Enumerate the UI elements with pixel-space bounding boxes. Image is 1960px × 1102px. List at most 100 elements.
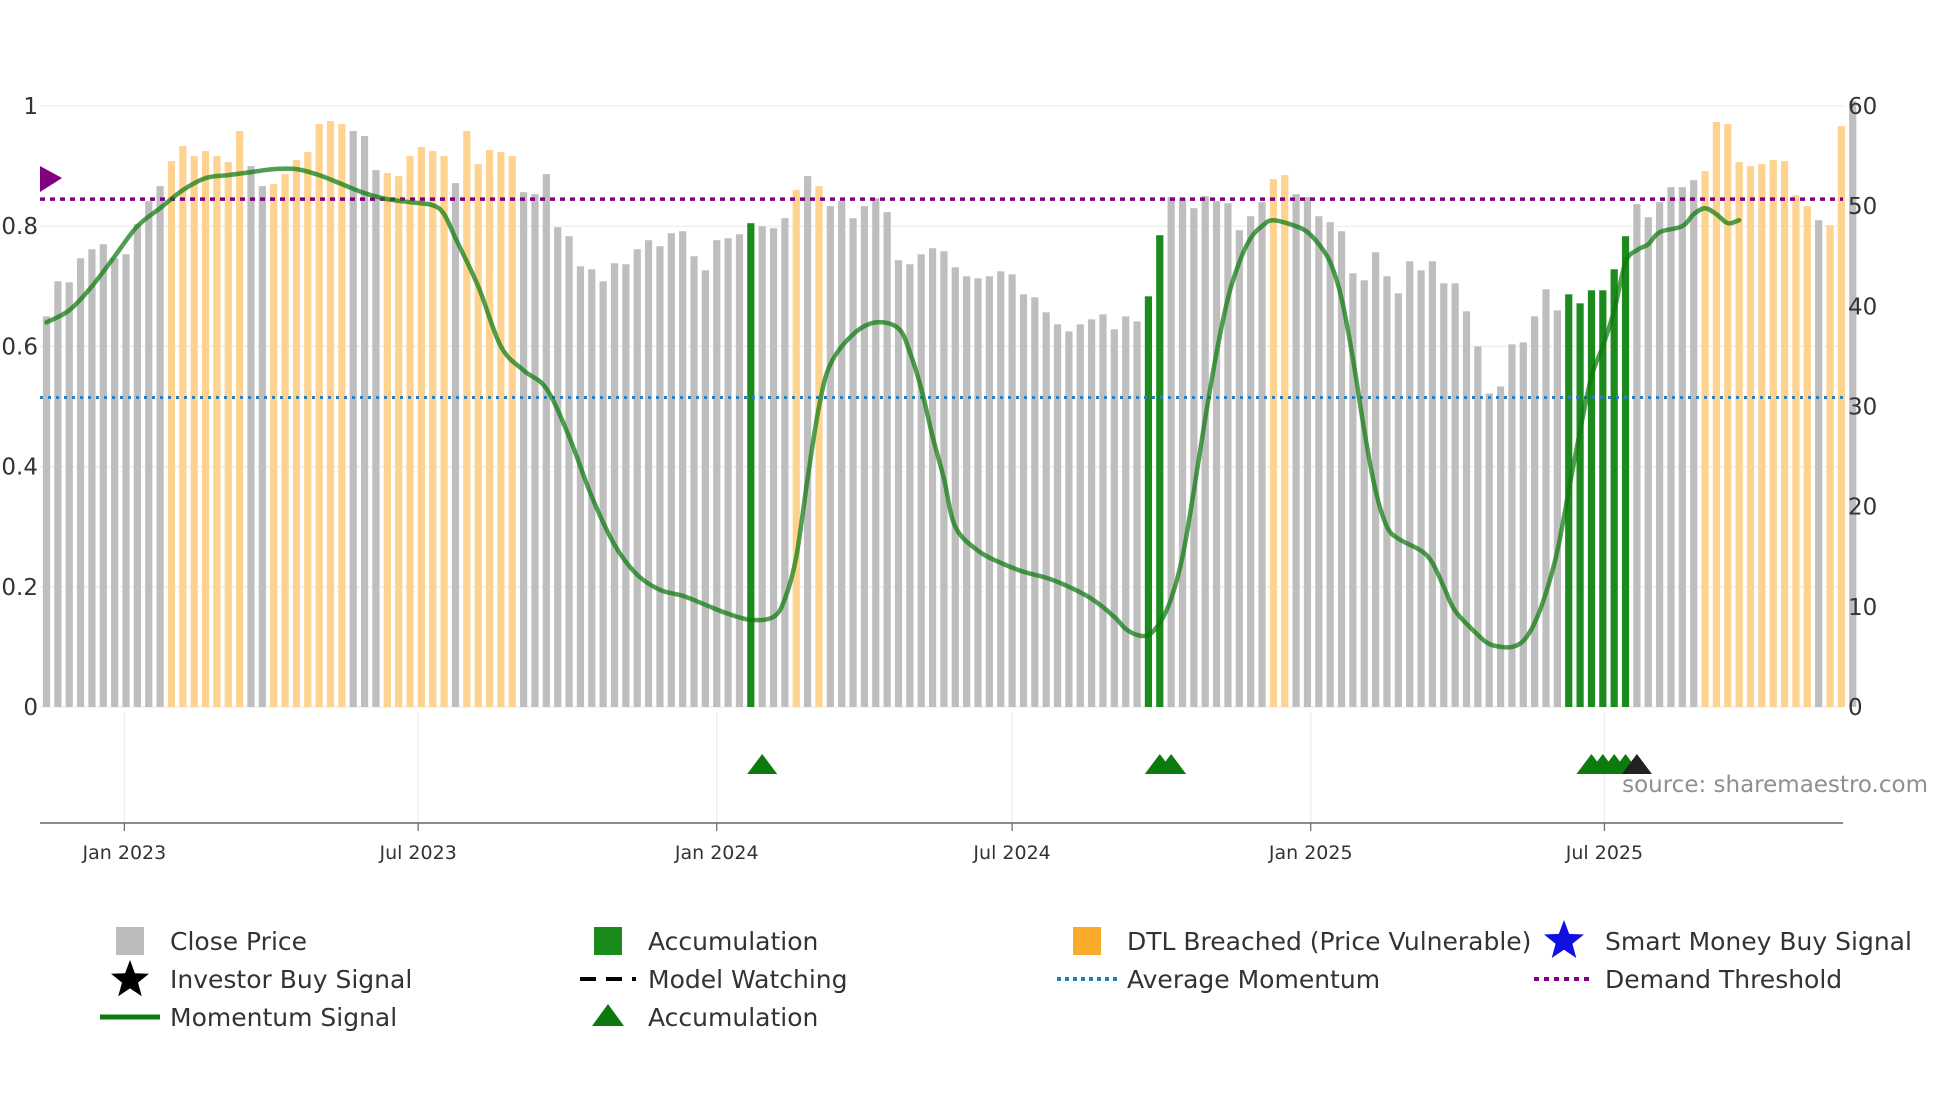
- legend-close-price-swatch: [116, 927, 144, 955]
- y-right-tick-label: 10: [1848, 595, 1877, 621]
- close-price-bar: [1678, 187, 1686, 707]
- accumulation-bar: [1621, 236, 1630, 707]
- x-axis: Jan 2023 Jul 2023 Jan 2024 Jul 2024 Jan 2025…: [82, 823, 1643, 864]
- close-price-bar: [99, 244, 107, 708]
- close-price-bar: [1519, 342, 1527, 707]
- close-price-bar: [1008, 274, 1016, 707]
- close-price-bar: [1485, 393, 1493, 707]
- close-price-bar: [1167, 197, 1175, 707]
- close-price-bar: [906, 264, 914, 707]
- close-price-bar: [1496, 386, 1505, 707]
- close-price-bar: [520, 192, 528, 708]
- momentum-signal-line: [44, 166, 1742, 650]
- accumulation-bar: [1576, 303, 1584, 707]
- close-price-bar: [1644, 217, 1652, 707]
- legend-label: Demand Threshold: [1605, 965, 1842, 994]
- close-price-bar: [1815, 220, 1823, 707]
- close-price-bar: [565, 236, 573, 707]
- dtl-breached-bar: [1724, 124, 1732, 707]
- close-price-bar: [656, 246, 664, 707]
- close-price-bar: [1019, 294, 1028, 707]
- close-price-bar: [826, 206, 834, 707]
- dtl-breached-bar: [326, 121, 335, 707]
- y-axis-right: 0 10 20 30 40 50 60: [1848, 94, 1877, 721]
- dtl-breached-bar: [429, 151, 437, 707]
- close-price-bar: [883, 212, 891, 707]
- dtl-breached-bar: [440, 156, 448, 708]
- dtl-breached-bar: [1735, 162, 1743, 708]
- x-tick-label: Jul 2023: [378, 842, 456, 864]
- close-price-bar: [690, 256, 698, 707]
- dtl-breached-bar: [224, 162, 232, 708]
- close-price-bar: [1224, 203, 1232, 707]
- dtl-breached-bar: [1746, 166, 1755, 708]
- close-price-bar: [928, 248, 937, 707]
- close-price-bar: [804, 176, 812, 707]
- dtl-breached-bar: [1803, 206, 1811, 707]
- close-price-bar: [644, 240, 653, 707]
- accumulation-bar: [1144, 296, 1153, 707]
- close-price-bar: [1633, 204, 1641, 707]
- close-price-bar: [1088, 319, 1096, 707]
- legend-label: Close Price: [170, 927, 307, 956]
- close-price-bar: [576, 266, 585, 707]
- close-price-bar: [1122, 316, 1130, 707]
- dtl-breached-bar: [1780, 161, 1789, 707]
- x-tick-label: Jan 2024: [674, 842, 759, 864]
- close-price-bar: [1462, 311, 1471, 707]
- dtl-breached-bar: [485, 150, 494, 707]
- close-price-bar: [76, 258, 85, 707]
- legend-accumulation-triangle: [592, 1004, 624, 1026]
- close-price-bar: [1656, 202, 1664, 707]
- close-price-bar: [54, 281, 62, 707]
- close-price-bar: [1474, 346, 1482, 707]
- dtl-breached-bar: [417, 147, 425, 707]
- accumulation-bar: [1599, 290, 1607, 707]
- legend-dtl-swatch: [1073, 927, 1101, 955]
- investor-buy-signal-marker: [1621, 754, 1652, 774]
- close-price-bar: [360, 136, 369, 708]
- y-right-tick-label: 40: [1848, 294, 1877, 320]
- close-price-bar: [951, 267, 959, 707]
- close-price-bar: [872, 198, 880, 708]
- close-price-bar: [531, 194, 539, 707]
- dtl-breached-bar: [1269, 179, 1277, 707]
- close-price-bar: [622, 264, 630, 707]
- close-price-bar: [1315, 216, 1323, 707]
- demand-threshold-marker: [40, 166, 62, 192]
- close-price-bar: [554, 227, 562, 707]
- close-price-bar: [1406, 261, 1414, 707]
- close-price-bar: [111, 258, 119, 707]
- close-price-bar: [1383, 276, 1391, 707]
- close-price-bar: [599, 281, 607, 707]
- dtl-breached-bar: [1281, 175, 1289, 708]
- dtl-breached-bar: [1826, 225, 1834, 707]
- legend-accumulation-swatch: [594, 927, 622, 955]
- dtl-breached-bar: [508, 156, 516, 708]
- close-price-bar: [88, 249, 96, 707]
- y-axis-left: 0 0.2 0.4 0.6 0.8 1: [1, 94, 38, 721]
- close-price-bar: [1303, 197, 1312, 707]
- close-price-bar: [372, 170, 380, 707]
- close-price-bar: [1667, 187, 1675, 707]
- close-price-bar: [451, 183, 460, 708]
- close-price-bar: [1531, 316, 1539, 707]
- legend-label: Investor Buy Signal: [170, 965, 412, 994]
- dtl-breached-bar: [179, 146, 187, 708]
- close-price-bar: [838, 201, 846, 708]
- close-price-bar: [258, 186, 266, 708]
- legend-label: Momentum Signal: [170, 1003, 397, 1032]
- y-left-tick-label: 0.8: [1, 214, 38, 240]
- y-left-tick-label: 1: [23, 94, 38, 120]
- close-price-bar: [42, 316, 51, 707]
- close-price-bar: [247, 166, 255, 708]
- y-right-tick-label: 20: [1848, 495, 1877, 521]
- y-right-tick-label: 50: [1848, 194, 1877, 220]
- accumulation-bar: [1156, 235, 1164, 707]
- close-price-bar: [1394, 293, 1402, 707]
- legend-smart-money-star-icon: [1544, 920, 1584, 958]
- dtl-breached-bar: [395, 176, 403, 707]
- signal-markers: [747, 754, 1652, 774]
- close-price-bar: [1110, 329, 1118, 707]
- dtl-breached-bar: [474, 164, 482, 707]
